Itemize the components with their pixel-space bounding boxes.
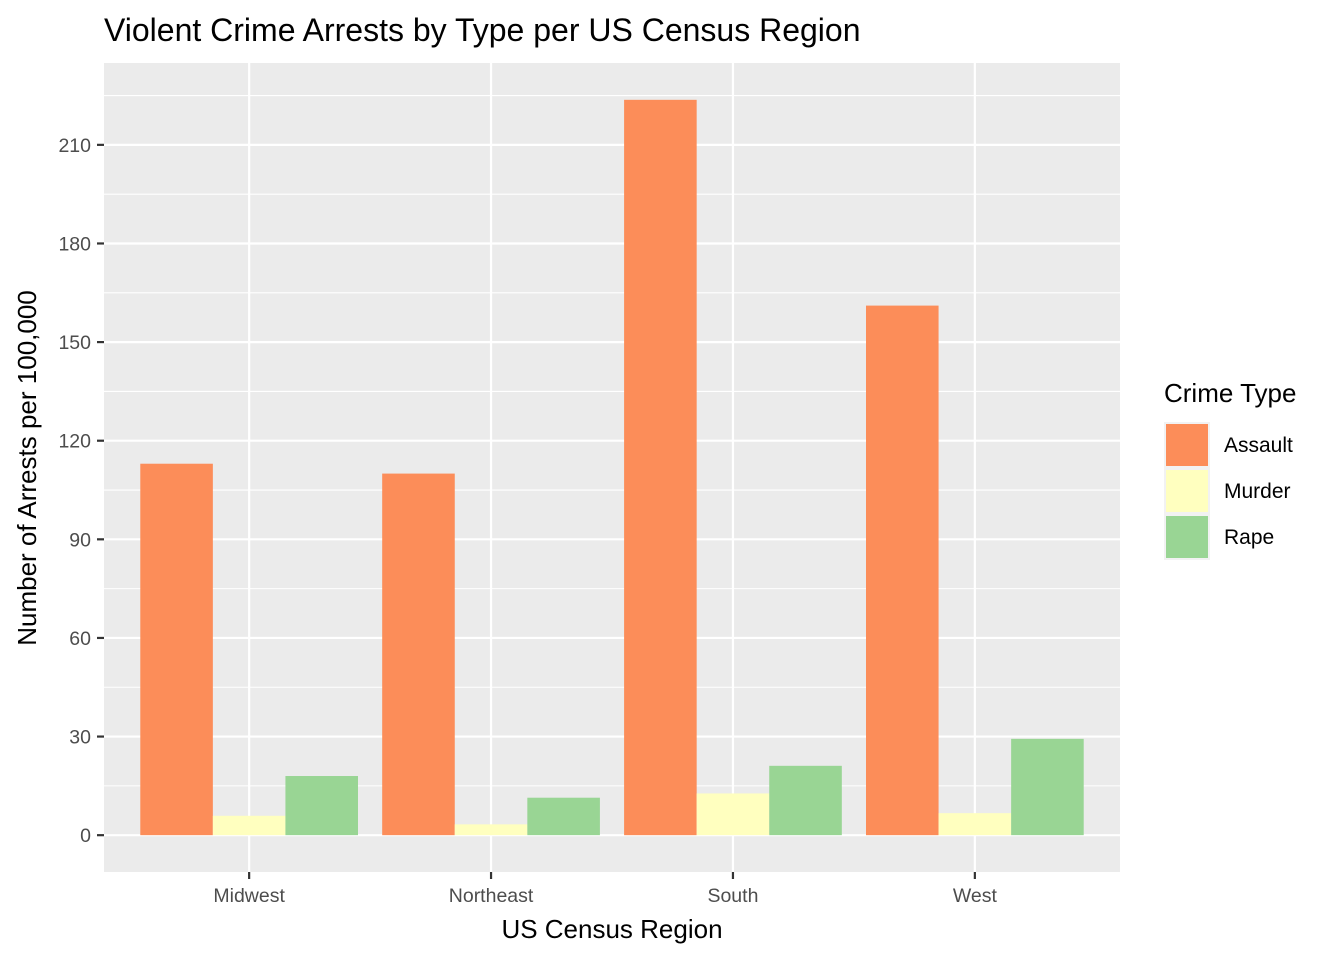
y-tick-label: 180: [58, 233, 91, 255]
y-tick-label: 30: [69, 727, 91, 749]
bar-rape-west: [1011, 738, 1084, 836]
bar-murder-south: [696, 793, 770, 836]
x-tick-label: South: [707, 885, 758, 907]
y-axis-title: Number of Arrests per 100,000: [12, 290, 42, 646]
legend-label-assault: Assault: [1224, 434, 1293, 457]
bar-murder-midwest: [212, 815, 286, 836]
bars: [140, 99, 1084, 836]
legend-swatch-rape: [1166, 516, 1208, 558]
legend: Crime Type Assault Murder Rape: [1164, 378, 1296, 560]
chart-title: Violent Crime Arrests by Type per US Cen…: [104, 12, 861, 48]
bar-rape-northeast: [527, 797, 600, 836]
legend-swatch-assault: [1166, 424, 1208, 466]
legend-label-murder: Murder: [1224, 480, 1291, 503]
plot-panel: [104, 63, 1120, 872]
y-axis: 0 30 60 90 120 150 180 210: [58, 135, 104, 847]
bar-murder-northeast: [454, 824, 528, 836]
y-tick-label: 90: [69, 529, 91, 551]
y-tick-label: 60: [69, 628, 91, 650]
bar-assault-northeast: [382, 473, 455, 836]
bar-rape-midwest: [285, 776, 358, 836]
x-axis-title: US Census Region: [501, 914, 722, 944]
y-tick-label: 0: [80, 825, 91, 847]
x-tick-label: Northeast: [449, 885, 534, 907]
x-tick-label: Midwest: [213, 885, 285, 907]
y-tick-label: 210: [58, 135, 91, 157]
x-axis: Midwest Northeast South West: [213, 872, 997, 907]
y-tick-label: 150: [58, 332, 91, 354]
bar-assault-west: [866, 305, 939, 836]
grid-minor: [104, 94, 1120, 787]
legend-label-rape: Rape: [1224, 526, 1274, 549]
bar-assault-south: [624, 99, 697, 836]
y-tick-label: 120: [58, 431, 91, 453]
bar-rape-south: [769, 765, 842, 836]
x-tick-label: West: [953, 885, 998, 907]
legend-title: Crime Type: [1164, 378, 1296, 408]
bar-assault-midwest: [140, 463, 213, 836]
grid-major: [104, 63, 1120, 872]
bar-murder-west: [938, 813, 1012, 836]
legend-swatch-murder: [1166, 470, 1208, 512]
